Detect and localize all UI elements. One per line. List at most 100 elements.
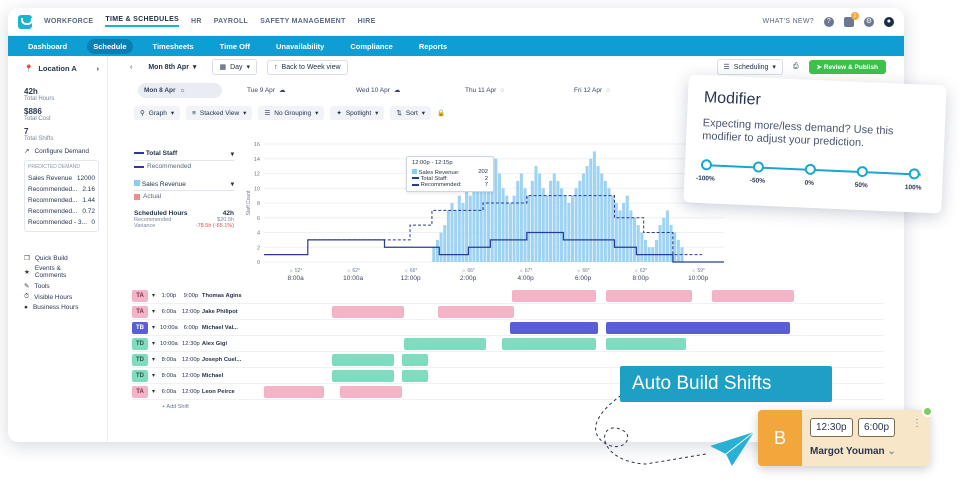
graph-select[interactable]: ⚲ Graph ▾ <box>134 106 181 120</box>
employee-name[interactable]: Leon Peirce <box>201 388 235 395</box>
nav-safety[interactable]: SAFETY MANAGEMENT <box>260 18 346 25</box>
chevron-down-icon[interactable]: ▾ <box>152 308 155 315</box>
tab-compliance[interactable]: Compliance <box>350 41 393 51</box>
shift-end-time[interactable]: 12:00p <box>182 388 200 395</box>
sort-select[interactable]: ⇅ Sort ▾ <box>390 106 432 120</box>
employee-name[interactable]: Thomas Agins <box>201 292 242 299</box>
shift-end-time[interactable]: 12:30p <box>182 340 200 347</box>
shift-start-time[interactable]: 1:00p <box>161 292 177 299</box>
day-wed[interactable]: Wed 10 Apr ☁ <box>356 86 465 95</box>
shift-block[interactable] <box>402 354 428 366</box>
shift-end-time[interactable]: 12:00p <box>182 308 200 315</box>
shift-end-time[interactable]: 12:00p <box>182 372 200 379</box>
nav-workforce[interactable]: WORKFORCE <box>44 18 94 25</box>
shift-start-time[interactable]: 8:00a <box>161 372 177 379</box>
chat-icon[interactable]: 1 <box>844 11 859 27</box>
review-publish-button[interactable]: ➤ Review & Publish <box>808 60 886 74</box>
slider-stop[interactable] <box>856 165 869 178</box>
sales-revenue-select[interactable]: Sales Revenue ▾ <box>134 178 234 191</box>
slider-stop[interactable] <box>700 159 713 171</box>
shift-card[interactable]: B 12:30p 6:00p Margot Youman ⌄ ⋮ <box>758 410 930 466</box>
slider-stop[interactable] <box>804 163 817 176</box>
slider-stop[interactable] <box>908 168 921 180</box>
date-picker[interactable]: Mon 8th Apr ▾ <box>142 60 203 74</box>
shift-block[interactable] <box>402 370 428 382</box>
shift-end-time[interactable]: 6:00p <box>858 418 896 437</box>
total-staff-select[interactable]: Total Staff ▾ <box>134 148 234 161</box>
chevron-down-icon[interactable]: ▾ <box>152 340 155 347</box>
shift-block[interactable] <box>502 338 596 350</box>
location-selector[interactable]: 📍 Location A › <box>24 64 99 73</box>
tools[interactable]: ✎ Tools <box>24 282 99 291</box>
shift-end-time[interactable]: 9:00p <box>183 292 199 299</box>
tab-unavailability[interactable]: Unavailability <box>275 41 325 51</box>
chevron-down-icon[interactable]: ▾ <box>152 324 155 331</box>
slider-stop[interactable] <box>752 161 765 173</box>
add-shift-button[interactable]: + Add Shift <box>162 404 189 410</box>
shift-start-time[interactable]: 6:00a <box>161 388 177 395</box>
tab-time-off[interactable]: Time Off <box>219 41 250 51</box>
shift-block[interactable] <box>264 386 324 398</box>
events-comments[interactable]: ★ Events & Comments <box>24 265 99 279</box>
shift-end-time[interactable]: 12:00p <box>182 356 200 363</box>
shift-block[interactable] <box>332 370 394 382</box>
employee-name[interactable]: Alex Gigi <box>201 340 228 347</box>
shift-block[interactable] <box>606 338 686 350</box>
user-avatar-icon[interactable]: ● <box>884 16 894 27</box>
help-icon[interactable]: ? <box>824 16 834 27</box>
shift-block[interactable] <box>712 290 794 302</box>
nav-payroll[interactable]: PAYROLL <box>213 18 249 25</box>
shift-start-time[interactable]: 10:00a <box>160 340 178 347</box>
nav-hire[interactable]: HIRE <box>357 18 376 25</box>
nav-hr[interactable]: HR <box>191 18 202 25</box>
tab-schedule[interactable]: Schedule <box>87 38 133 54</box>
shift-end-time[interactable]: 6:00p <box>183 324 199 331</box>
scheduling-select[interactable]: ☰ Scheduling ▾ <box>716 59 783 75</box>
chevron-down-icon[interactable]: ▾ <box>152 388 155 395</box>
chevron-down-icon[interactable]: ▾ <box>152 356 155 363</box>
shift-block[interactable] <box>606 290 692 302</box>
day-fri[interactable]: Fri 12 Apr ◌ <box>574 87 683 94</box>
employee-name[interactable]: Jake Philipot <box>201 308 238 315</box>
stacked-view-select[interactable]: ≡ Stacked View ▾ <box>186 106 253 120</box>
shift-block[interactable] <box>332 306 404 318</box>
nav-time-schedules[interactable]: TIME & SCHEDULES <box>105 16 180 27</box>
quick-build[interactable]: ❐ Quick Build <box>24 254 99 263</box>
grouping-select[interactable]: ☰ No Grouping ▾ <box>258 106 325 120</box>
visible-hours[interactable]: ⏱ Visible Hours <box>24 293 99 301</box>
shift-block[interactable] <box>606 322 790 334</box>
brand-logo[interactable] <box>18 14 33 29</box>
whats-new-link[interactable]: WHAT'S NEW? <box>762 18 814 25</box>
chevron-down-icon[interactable]: ▾ <box>152 372 155 379</box>
shift-start-time[interactable]: 8:00a <box>161 356 177 363</box>
configure-demand[interactable]: ↗ Configure Demand <box>24 147 99 156</box>
print-icon[interactable]: ⎙ <box>792 63 799 70</box>
shift-block[interactable] <box>332 354 394 366</box>
lock-icon[interactable]: 🔒 <box>437 110 446 117</box>
day-thu[interactable]: Thu 11 Apr ◌ <box>465 87 574 94</box>
modifier-slider[interactable]: -100% -50% 0% 50% 100% <box>696 159 927 199</box>
business-hours[interactable]: ● Business Hours <box>24 304 99 311</box>
view-select[interactable]: ▦ Day ▾ <box>212 59 258 75</box>
shift-block[interactable] <box>404 338 486 350</box>
spotlight-select[interactable]: ✦ Spotlight ▾ <box>330 106 385 120</box>
shift-block[interactable] <box>340 386 402 398</box>
day-tue[interactable]: Tue 9 Apr ☁ <box>247 86 356 95</box>
shift-start-time[interactable]: 10:00a <box>160 324 178 331</box>
shift-block[interactable] <box>512 290 596 302</box>
settings-icon[interactable]: ⚙ <box>864 16 874 27</box>
day-mon[interactable]: Mon 8 Apr ☼ <box>138 82 222 98</box>
back-week-button[interactable]: ↑ Back to Week view <box>267 59 348 75</box>
tab-timesheets[interactable]: Timesheets <box>152 41 194 51</box>
chevron-down-icon[interactable]: ▾ <box>152 292 155 299</box>
tab-reports[interactable]: Reports <box>418 41 448 51</box>
shift-block[interactable] <box>438 306 514 318</box>
prev-arrow-icon[interactable]: ‹ <box>130 63 133 71</box>
shift-block[interactable] <box>510 322 598 334</box>
shift-start-time[interactable]: 12:30p <box>810 418 853 437</box>
more-vert-icon[interactable]: ⋮ <box>912 418 922 429</box>
tab-dashboard[interactable]: Dashboard <box>28 41 68 51</box>
employee-name[interactable]: Michael Val... <box>201 324 239 331</box>
employee-name[interactable]: Michael <box>201 372 224 379</box>
shift-start-time[interactable]: 6:00a <box>161 308 177 315</box>
